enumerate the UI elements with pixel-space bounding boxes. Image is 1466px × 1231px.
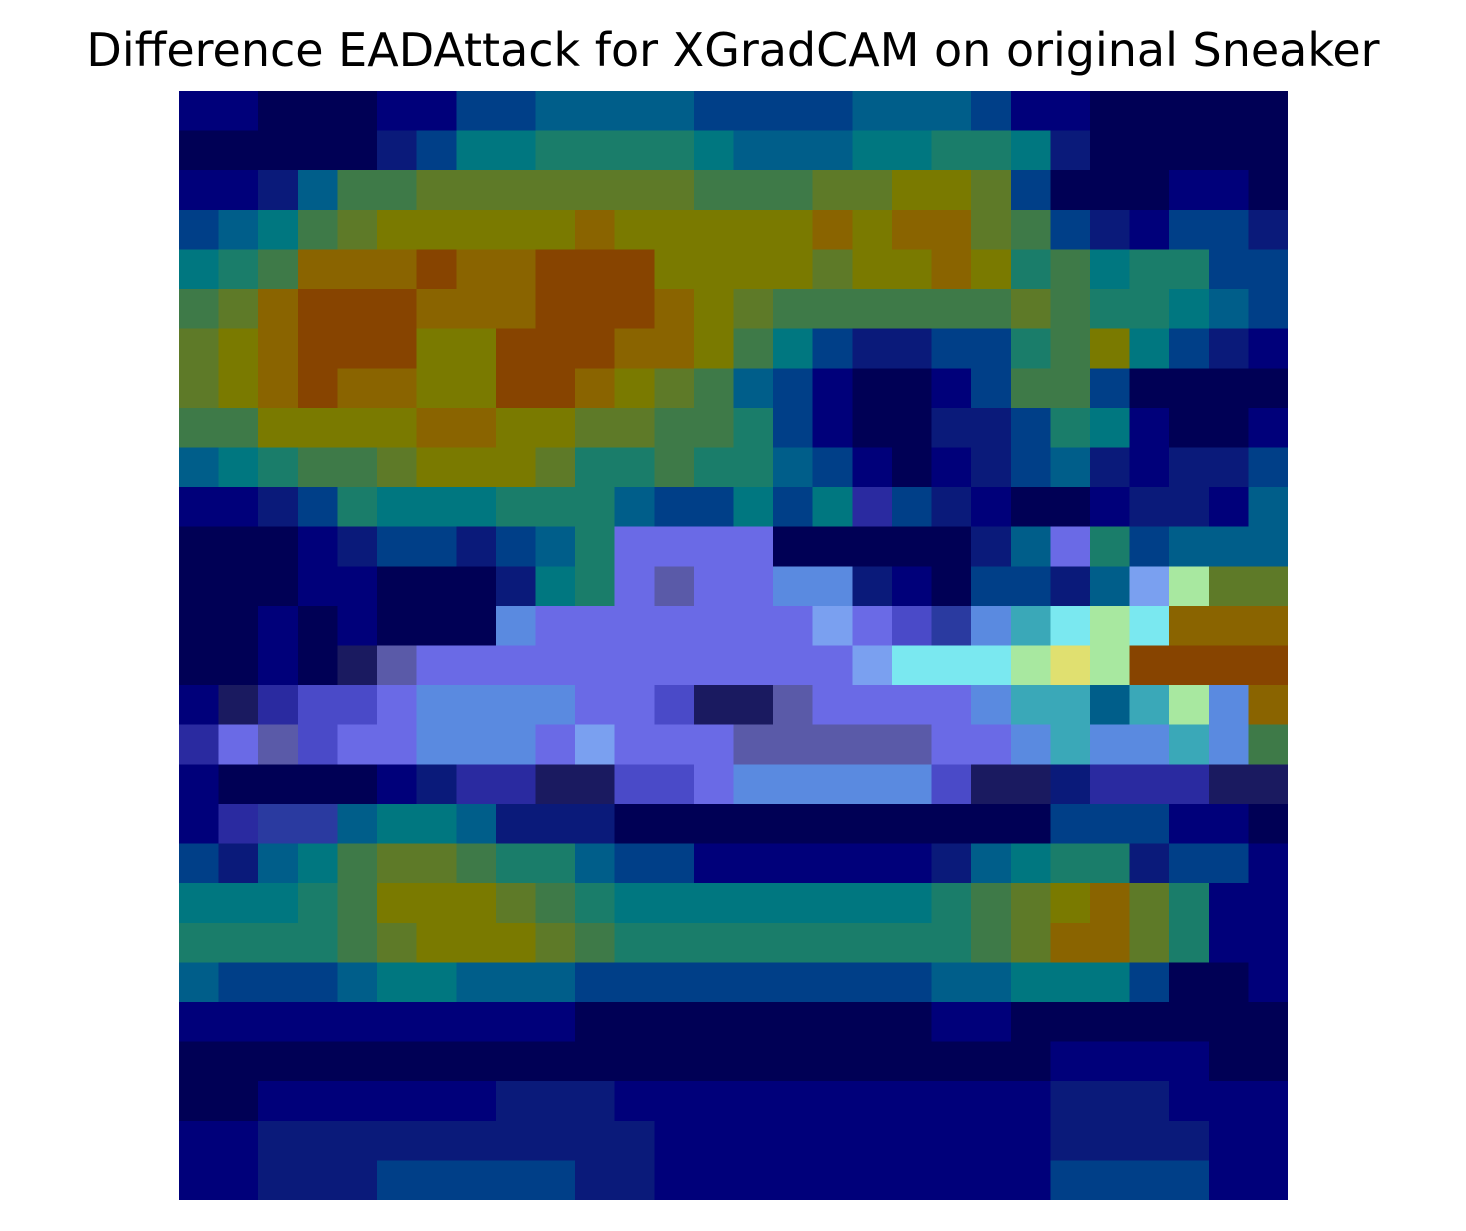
figure-title: Difference EADAttack for XGradCAM on ori…: [86, 23, 1380, 77]
heatmap-canvas: [179, 91, 1288, 1200]
heatmap-image: [179, 91, 1288, 1200]
